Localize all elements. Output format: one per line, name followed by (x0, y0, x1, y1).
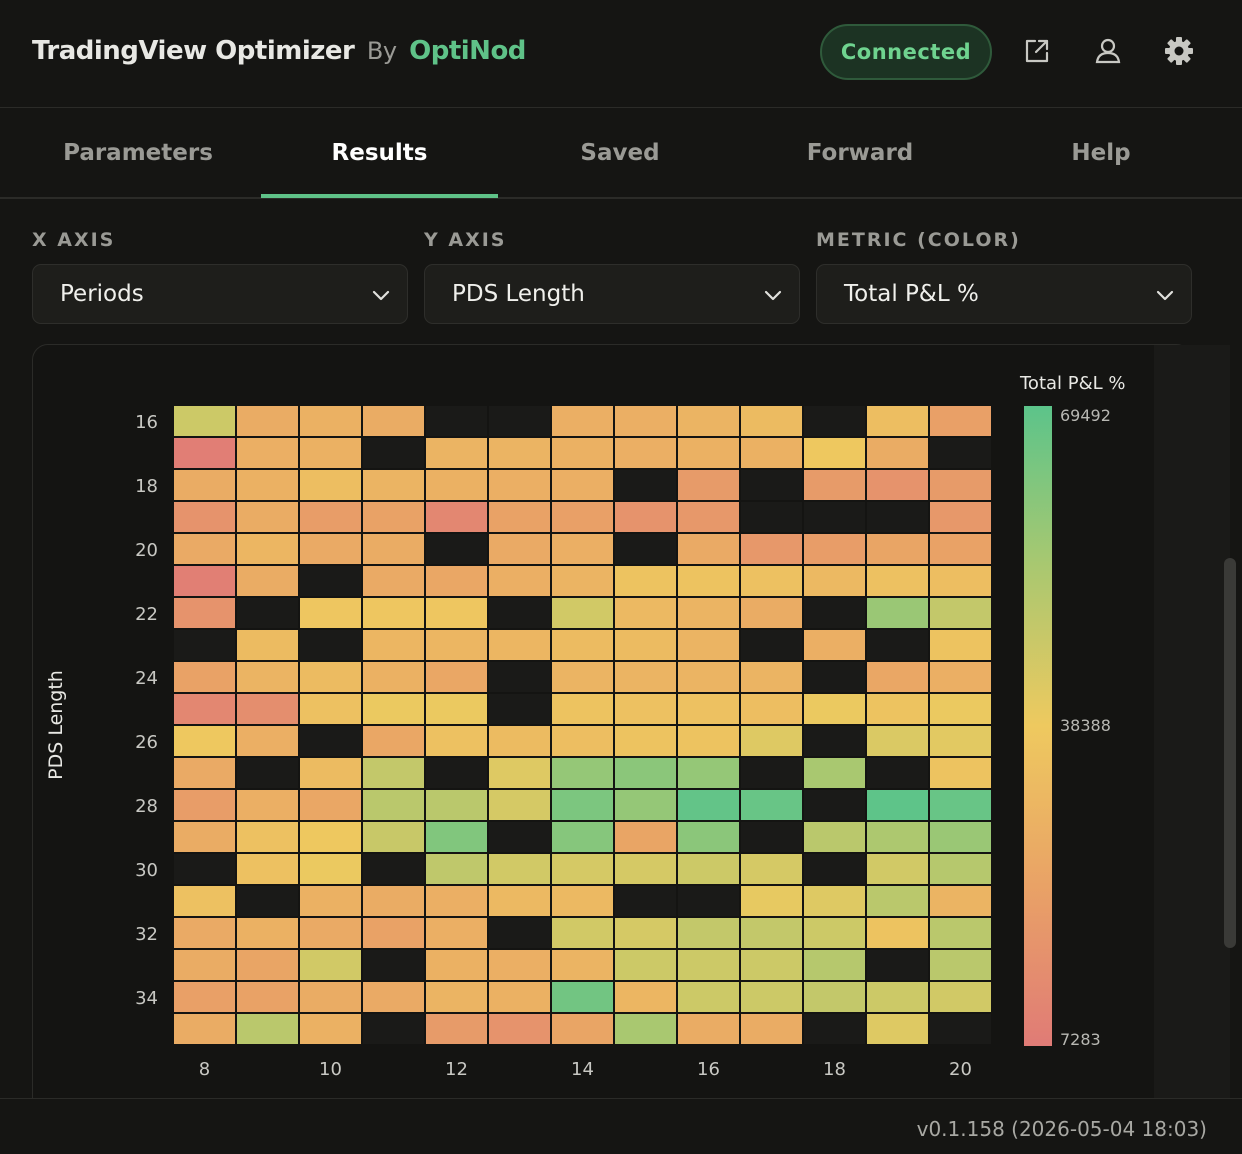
chevron-down-icon (1156, 290, 1174, 301)
version-label: v0.1.158 (2026-05-04 18:03) (916, 1117, 1207, 1141)
app-header: TradingView Optimizer By OptiNod Connect… (0, 0, 1242, 108)
metric-label: METRIC (COLOR) (816, 229, 1021, 251)
chart-scroll-track (1154, 345, 1230, 1098)
external-link-icon[interactable] (1020, 34, 1054, 68)
y-axis-label: Y AXIS (424, 229, 507, 251)
y-axis-value: PDS Length (452, 281, 585, 307)
chevron-down-icon (764, 290, 782, 301)
main-tabs: Parameters Results Saved Forward Help (0, 109, 1242, 199)
tab-help[interactable]: Help (1071, 140, 1131, 166)
chevron-down-icon (372, 290, 390, 301)
tab-parameters[interactable]: Parameters (63, 140, 213, 166)
connection-status-badge[interactable]: Connected (820, 24, 992, 80)
x-axis-select[interactable]: Periods (32, 264, 408, 324)
metric-select[interactable]: Total P&L % (816, 264, 1192, 324)
brand-by: By (366, 37, 397, 65)
tab-saved[interactable]: Saved (580, 140, 660, 166)
tab-results[interactable]: Results (261, 109, 498, 198)
x-axis-label: X AXIS (32, 229, 116, 251)
vendor-name: OptiNod (409, 36, 526, 66)
metric-value: Total P&L % (844, 281, 979, 307)
heatmap-card (32, 344, 1192, 1114)
app-brand: TradingView Optimizer By OptiNod (32, 36, 526, 66)
x-axis-value: Periods (60, 281, 144, 307)
chart-scrollbar[interactable] (1224, 558, 1236, 948)
gear-icon[interactable] (1162, 34, 1196, 68)
app-name: TradingView Optimizer (32, 36, 355, 66)
tab-forward[interactable]: Forward (806, 140, 914, 166)
y-axis-select[interactable]: PDS Length (424, 264, 800, 324)
app-footer: v0.1.158 (2026-05-04 18:03) (0, 1098, 1242, 1154)
user-icon[interactable] (1091, 34, 1125, 68)
